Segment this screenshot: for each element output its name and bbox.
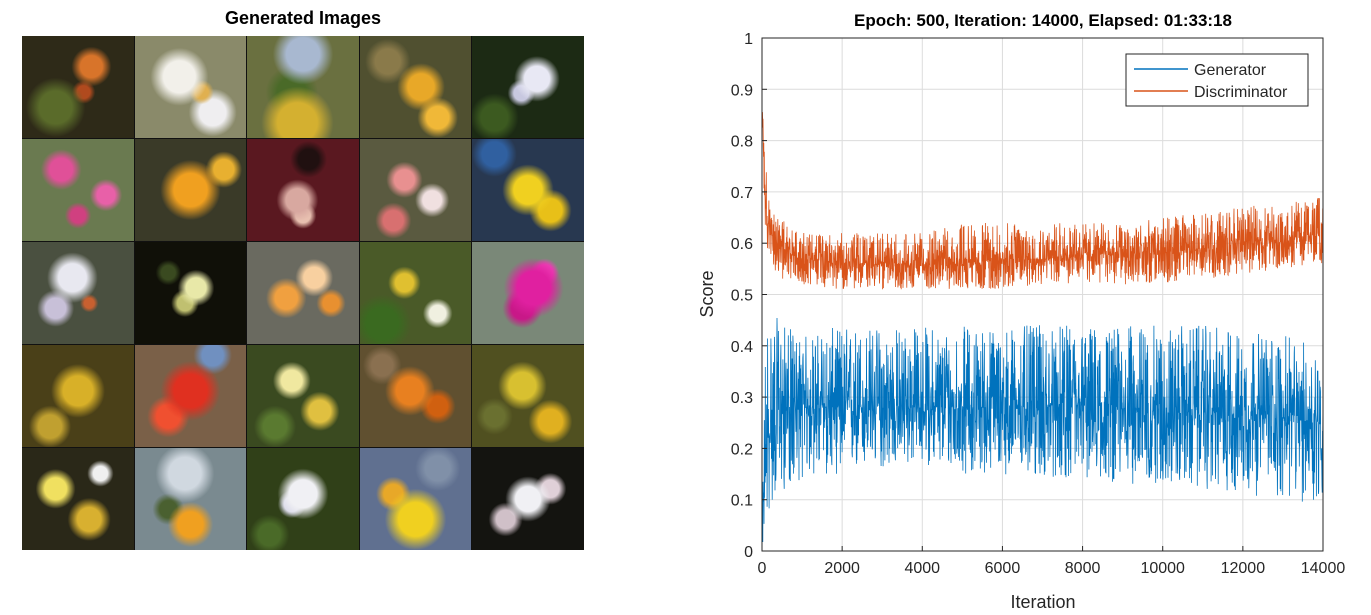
discriminator-series-line <box>761 112 1324 290</box>
generated-images-grid <box>22 36 584 550</box>
y-tick-label: 1 <box>744 31 753 48</box>
x-tick-label: 10000 <box>1140 560 1185 577</box>
y-tick-label: 0.1 <box>731 493 753 510</box>
generated-image-tile <box>472 139 584 241</box>
generated-image-tile <box>472 448 584 550</box>
generated-image-tile <box>472 242 584 344</box>
generated-image-tile <box>247 448 359 550</box>
generated-image-tile <box>247 36 359 138</box>
grid-lines <box>761 37 1324 552</box>
generated-image-tile <box>472 345 584 447</box>
generated-image-tile <box>134 345 247 447</box>
generated-image-tile <box>22 139 134 241</box>
series-layer <box>761 112 1324 543</box>
generated-image-tile <box>247 139 359 241</box>
x-tick-label: 0 <box>758 560 767 577</box>
y-tick-label: 0.5 <box>731 288 753 305</box>
generated-images-title: Generated Images <box>224 8 382 28</box>
y-tick-label: 0.3 <box>731 390 753 407</box>
generated-image-tile <box>247 242 359 344</box>
generated-image-tile <box>359 345 472 447</box>
generator-series-line <box>761 317 1324 543</box>
x-tick-label: 4000 <box>904 560 940 577</box>
y-axis-label: Score <box>697 270 717 317</box>
generated-image-tile <box>134 242 247 344</box>
legend: Generator Discriminator <box>1125 53 1309 107</box>
x-tick-label: 2000 <box>824 560 860 577</box>
y-tick-label: 0.8 <box>731 134 753 151</box>
generated-image-tile <box>472 36 584 138</box>
x-tick-label: 6000 <box>985 560 1021 577</box>
generated-image-tile <box>247 345 359 447</box>
y-tick-label: 0.6 <box>731 236 753 253</box>
generated-image-tile <box>134 448 247 550</box>
y-tick-label: 0.9 <box>731 82 753 99</box>
generated-image-tile <box>359 139 472 241</box>
y-tick-label: 0.2 <box>731 441 753 458</box>
y-tick-label: 0.4 <box>731 339 753 356</box>
x-tick-label: 14000 <box>1301 560 1346 577</box>
generated-image-tile <box>22 448 134 550</box>
x-axis-label: Iteration <box>1010 592 1075 612</box>
generated-image-tile <box>134 139 247 241</box>
generated-image-tile <box>22 36 134 138</box>
legend-label: Discriminator <box>1194 84 1288 101</box>
y-tick-label: 0 <box>744 544 753 561</box>
generated-image-tile <box>359 242 472 344</box>
generated-image-tile <box>359 448 472 550</box>
generated-image-tile <box>22 242 134 344</box>
generated-image-tile <box>134 36 247 138</box>
generated-image-tile <box>359 36 472 138</box>
x-tick-label: 12000 <box>1221 560 1266 577</box>
axis-ticks: 0 2000 4000 6000 8000 10000 12000 14000 0 0.1 0.2 0… <box>731 31 1346 577</box>
y-tick-label: 0.7 <box>731 185 753 202</box>
legend-label: Generator <box>1194 62 1267 79</box>
legend-box <box>1125 53 1309 107</box>
chart-title: Epoch: 500, Iteration: 14000, Elapsed: 0… <box>854 11 1232 30</box>
x-tick-label: 8000 <box>1065 560 1101 577</box>
generated-image-tile <box>22 345 134 447</box>
